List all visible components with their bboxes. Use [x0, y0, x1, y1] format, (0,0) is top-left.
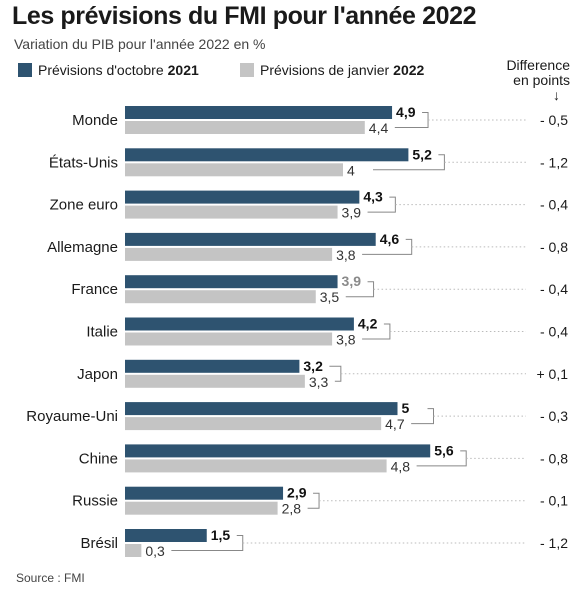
- difference-bracket: [411, 408, 434, 425]
- value-label-january: 4,7: [385, 416, 405, 432]
- category-label: Chine: [79, 450, 118, 467]
- value-label-january: 4: [347, 162, 355, 178]
- source-note: Source : FMI: [16, 571, 85, 585]
- bar-october: [125, 444, 431, 458]
- value-label-january: 0,3: [145, 543, 165, 559]
- bar-january: [125, 121, 365, 134]
- category-label: Japon: [77, 366, 118, 383]
- difference-value: - 0,5: [540, 112, 568, 128]
- value-label-january: 2,8: [282, 501, 302, 517]
- legend-item-october: Prévisions d'octobre 2021: [18, 62, 199, 78]
- value-label-october: 3,2: [303, 358, 323, 374]
- chart-title: Les prévisions du FMI pour l'année 2022: [12, 2, 477, 30]
- legend-label-october: Prévisions d'octobre: [38, 62, 164, 78]
- value-label-october: 4,3: [363, 189, 383, 205]
- bar-january: [125, 205, 338, 219]
- category-label: France: [71, 281, 118, 298]
- value-label-october: 2,9: [287, 485, 307, 501]
- value-label-january: 3,5: [320, 289, 340, 305]
- value-label-october: 1,5: [211, 527, 231, 543]
- difference-value: - 0,1: [540, 493, 568, 509]
- value-label-january: 3,8: [336, 332, 356, 348]
- difference-value: - 0,8: [540, 450, 568, 466]
- category-label: Royaume-Uni: [26, 408, 118, 425]
- difference-value: - 0,4: [540, 281, 568, 297]
- value-label-october: 5: [402, 400, 410, 416]
- difference-bracket: [329, 365, 342, 382]
- value-label-january: 3,9: [342, 205, 362, 221]
- category-label: Russie: [72, 493, 118, 510]
- bar-october: [125, 486, 284, 500]
- legend-label-january-year: 2022: [393, 62, 425, 78]
- bar-january: [125, 332, 333, 346]
- difference-bracket: [307, 492, 320, 509]
- value-label-october: 5,6: [434, 442, 454, 458]
- down-arrow-icon: ↓: [553, 87, 560, 103]
- category-label: Italie: [86, 324, 118, 341]
- difference-header-line2: en points: [513, 72, 570, 88]
- legend-item-january: Prévisions de janvier 2022: [240, 62, 424, 78]
- value-label-october: 4,6: [380, 231, 400, 247]
- bar-january: [125, 417, 382, 431]
- value-label-january: 3,8: [336, 247, 356, 263]
- bar-october: [125, 402, 398, 416]
- bar-october: [125, 275, 338, 289]
- category-label: Allemagne: [47, 239, 118, 256]
- difference-header-line1: Difference: [506, 57, 570, 73]
- bar-october: [125, 106, 393, 119]
- value-label-october: 4,2: [358, 316, 378, 332]
- bar-january: [125, 163, 343, 177]
- difference-value: - 0,4: [540, 324, 568, 340]
- bar-october: [125, 529, 207, 542]
- bar-january: [125, 374, 305, 388]
- bar-october: [125, 190, 360, 204]
- bar-january: [125, 459, 387, 473]
- category-label: Zone euro: [50, 197, 118, 214]
- legend-swatch-october: [18, 63, 32, 77]
- category-label: États-Unis: [49, 154, 118, 171]
- legend-swatch-january: [240, 63, 254, 77]
- bar-january: [125, 501, 278, 515]
- difference-value: - 0,3: [540, 408, 568, 424]
- difference-value: - 0,4: [540, 197, 568, 213]
- value-label-january: 4,4: [369, 120, 389, 136]
- value-label-october: 4,9: [396, 104, 416, 120]
- difference-value: - 0,8: [540, 239, 568, 255]
- legend-label-january: Prévisions de janvier: [260, 62, 390, 78]
- value-label-january: 4,8: [391, 458, 411, 474]
- value-label-october: 5,2: [412, 146, 432, 162]
- bar-january: [125, 544, 142, 557]
- bar-january: [125, 247, 333, 261]
- bar-october: [125, 232, 376, 246]
- bar-october: [125, 359, 300, 373]
- category-label: Monde: [72, 112, 118, 129]
- bar-january: [125, 290, 316, 304]
- category-label: Brésil: [80, 535, 118, 552]
- value-label-january: 3,3: [309, 374, 329, 390]
- bar-october: [125, 317, 354, 331]
- difference-value: - 1,2: [540, 154, 568, 170]
- difference-value: + 0,1: [536, 366, 568, 382]
- chart-subtitle: Variation du PIB pour l'année 2022 en %: [14, 36, 266, 52]
- bar-october: [125, 148, 409, 162]
- legend-label-october-year: 2021: [167, 62, 199, 78]
- value-label-october: 3,9: [342, 273, 362, 289]
- difference-header: Difference en points ↓: [506, 58, 570, 103]
- difference-value: - 1,2: [540, 535, 568, 551]
